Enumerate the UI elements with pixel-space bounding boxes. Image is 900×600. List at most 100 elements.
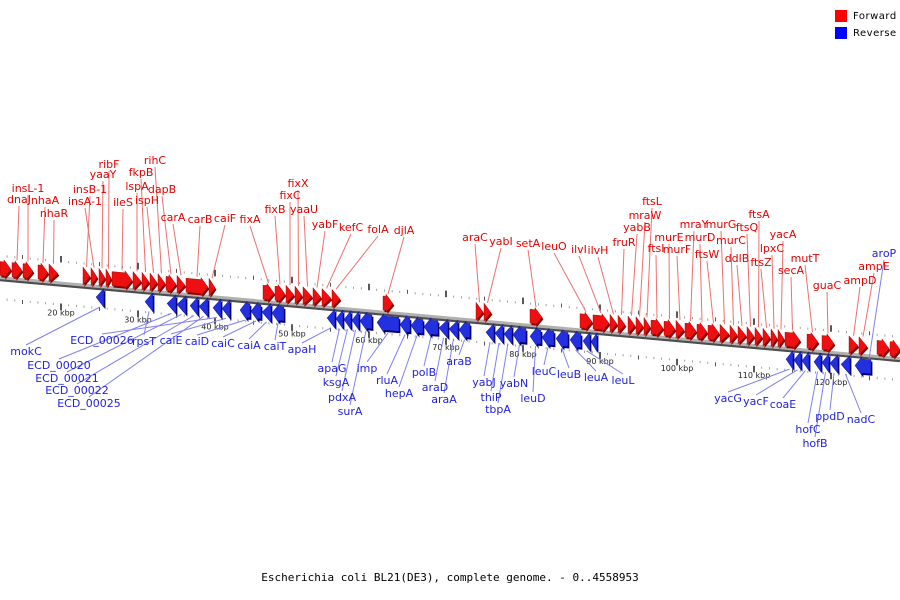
- leader-lpxC: [771, 254, 775, 329]
- leader-caiC: [222, 320, 257, 338]
- gene-label-murF: murF: [663, 243, 692, 256]
- leader-nhaR: [53, 219, 55, 264]
- leader-aroP: [868, 259, 885, 360]
- gene-label-setA: setA: [516, 237, 541, 250]
- gene-arrow-yaaY: [98, 267, 106, 288]
- leader-ispH: [146, 206, 154, 273]
- leader-leuB: [561, 348, 570, 369]
- leader-ppdD: [829, 373, 835, 411]
- reverse-label: Reverse: [853, 27, 897, 39]
- major-ticks: [60, 256, 832, 380]
- leader-yacF: [755, 369, 798, 396]
- gene-arrow-ribF: [105, 268, 112, 288]
- leader-imp: [366, 332, 389, 363]
- gene-label-yabN: yabN: [500, 377, 528, 390]
- leader-secA: [790, 276, 793, 331]
- leader-leuL: [586, 350, 624, 375]
- gene-arrow-yabF: [312, 287, 322, 307]
- leader-mraY: [690, 230, 695, 322]
- gene-label-murD: murD: [685, 231, 716, 244]
- gene-arrow-murE: [663, 318, 676, 339]
- leader-apaG: [331, 328, 340, 363]
- leader-dapB: [161, 195, 172, 275]
- tick-label: 70 kbp: [432, 343, 460, 352]
- gene-arrow-insL-1: [22, 261, 34, 281]
- gene-label-ftsI: ftsI: [648, 242, 665, 255]
- gene-label-insA-1: insA-1: [68, 195, 102, 208]
- leader-mraW: [639, 221, 646, 317]
- gene-label-yacA: yacA: [770, 228, 797, 241]
- gene-arrow-murF: [675, 319, 685, 339]
- leader-fixA: [249, 225, 269, 284]
- gene-label-caiT: caiT: [264, 340, 287, 353]
- gene-label-leuD: leuD: [520, 392, 545, 405]
- gene-label-mraW: mraW: [629, 209, 662, 222]
- gene-label-ispH: ispH: [135, 194, 159, 207]
- tick-label: 50 kbp: [278, 329, 306, 338]
- leader-yacA: [780, 240, 784, 330]
- leader-araA: [443, 338, 454, 394]
- gene-arrow-murC: [729, 324, 738, 344]
- gene-arrow-yabJ: [485, 322, 495, 344]
- gene-label-dapB: dapB: [148, 183, 176, 196]
- leader-ftsL: [646, 207, 653, 318]
- gene-label-caiE: caiE: [160, 334, 183, 347]
- forward-swatch: [835, 10, 847, 22]
- gene-arrow-caiE: [221, 299, 231, 320]
- gene-arrow-caiD: [239, 300, 251, 321]
- gene-arrow-yacF: [793, 350, 802, 371]
- gene-arrow-ECD_00021: [176, 295, 187, 316]
- gene-label-murE: murE: [654, 231, 683, 244]
- gene-arrow-murD: [696, 321, 708, 342]
- gene-arrow-rluA: [399, 315, 411, 336]
- leader-ddlB: [736, 264, 743, 326]
- gene-arrow-ddlB: [737, 325, 747, 345]
- gene-label-yacG: yacG: [714, 392, 742, 405]
- gene-arrow-murG: [719, 323, 730, 343]
- leader-ftsZ: [760, 268, 767, 329]
- gene-arrow-thiP: [494, 323, 504, 344]
- gene-arrow-fixC: [285, 284, 295, 304]
- gene-arrow-carB: [185, 276, 209, 297]
- leader-ilvI: [578, 255, 602, 314]
- leader-yacG: [727, 368, 790, 393]
- gene-arrow-unlabeled-3: [590, 332, 598, 353]
- gene-label-kefC: kefC: [339, 221, 364, 234]
- figure-caption: Escherichia coli BL21(DE3), complete gen…: [261, 571, 639, 584]
- gene-label-araD: araD: [422, 381, 448, 394]
- leader-dnaJ: [16, 205, 20, 261]
- gene-label-pdxA: pdxA: [328, 391, 356, 404]
- gene-label-ftsA: ftsA: [748, 208, 770, 221]
- gene-arrow-ftsW: [707, 322, 720, 343]
- gene-arrow-ECD_00020: [166, 294, 177, 315]
- gene-label-secA: secA: [778, 264, 805, 277]
- gene-arrow-fixX: [294, 285, 303, 305]
- leader-surA: [349, 330, 367, 406]
- gene-arrow-hepA: [410, 316, 424, 337]
- leader-mokC: [25, 306, 101, 346]
- gene-arrow-hofB: [821, 353, 830, 374]
- leader-araD: [434, 337, 444, 382]
- legend-row-forward: Forward: [835, 10, 897, 22]
- leader-carB: [196, 225, 201, 277]
- gene-label-yacF: yacF: [743, 395, 769, 408]
- gene-arrow-djlA: [382, 293, 394, 313]
- gene-arrow-yacA: [777, 328, 785, 349]
- gene-arrow-insB-1: [82, 266, 91, 286]
- leader-fkpB: [140, 178, 146, 273]
- leader-yabI: [487, 247, 502, 304]
- gene-label-carA: carA: [161, 211, 186, 224]
- gene-arrow-coaE: [801, 351, 810, 372]
- gene-arrow-ilvH: [609, 313, 618, 333]
- gene-arrow-nhaA: [37, 262, 49, 282]
- leader-guaC: [826, 291, 829, 334]
- leader-ileS: [121, 208, 124, 271]
- gene-label-ribF: ribF: [99, 158, 120, 171]
- gene-arrow-caiC: [250, 301, 262, 322]
- gene-label-ECD_00020: ECD_00020: [27, 359, 91, 372]
- gene-arrow-lspA: [132, 270, 142, 290]
- gene-arrow-folA: [331, 288, 341, 308]
- gene-arrow-nadC: [840, 355, 851, 376]
- legend: Forward Reverse: [835, 10, 897, 44]
- gene-arrow-leuL: [582, 331, 591, 352]
